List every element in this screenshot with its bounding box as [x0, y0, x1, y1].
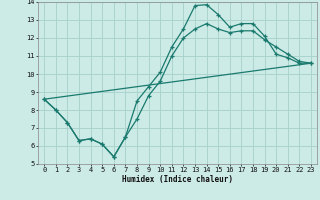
X-axis label: Humidex (Indice chaleur): Humidex (Indice chaleur) [122, 175, 233, 184]
